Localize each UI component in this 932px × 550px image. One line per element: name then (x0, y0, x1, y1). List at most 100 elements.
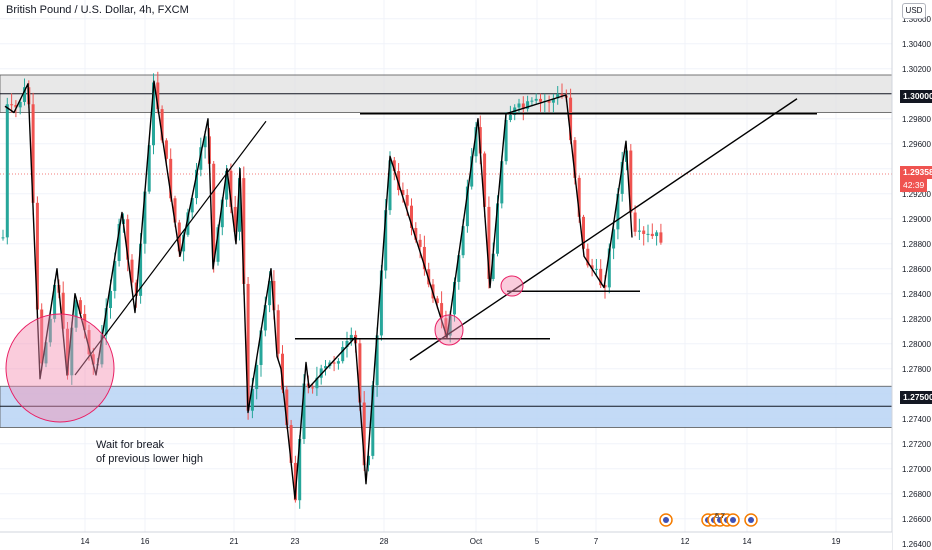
candle-body (195, 169, 198, 199)
candle-body (212, 163, 216, 262)
annotation-line-2: of previous lower high (96, 453, 204, 465)
price-tick-label: 1.30400 (902, 40, 931, 49)
candle-body (315, 377, 319, 389)
highlight-circle (434, 314, 464, 346)
candle-body (629, 150, 633, 213)
candle-body (70, 327, 74, 376)
candle-body (259, 330, 263, 365)
trendline (409, 98, 798, 361)
price-tick-label: 1.29600 (902, 140, 931, 149)
candle-body (642, 230, 646, 234)
candle-body (311, 387, 315, 389)
time-tick-label: 14 (81, 537, 90, 546)
candle-body (496, 203, 499, 254)
candle-body (169, 158, 173, 199)
zigzag-line (4, 80, 633, 500)
candle-body (139, 243, 143, 296)
candle-body (164, 140, 168, 159)
candle-body (233, 206, 237, 232)
candle-body (289, 425, 293, 463)
candle-body (83, 313, 87, 331)
candle-body (504, 120, 508, 162)
candle-body (427, 269, 431, 285)
candle-body (491, 253, 495, 279)
candle-body (48, 318, 52, 343)
candle-body (14, 104, 18, 108)
candle-body (487, 206, 491, 279)
candle-body (440, 303, 444, 319)
candle-body (186, 212, 190, 235)
price-tick-label: 1.27800 (902, 365, 931, 374)
candle-body (173, 198, 177, 223)
candle-body (362, 402, 366, 466)
candle-body (281, 353, 284, 390)
price-tick-label: 1.30600 (902, 15, 931, 24)
flag-icon (748, 517, 754, 523)
candle-body (190, 198, 194, 213)
candle-body (1, 237, 5, 239)
candle-body (229, 170, 233, 207)
time-axis-bg (0, 532, 892, 550)
price-zones (0, 74, 893, 428)
candle-body (560, 94, 564, 96)
candle-body (31, 104, 35, 203)
candle-body (319, 368, 323, 378)
time-tick-label: 5 (535, 537, 540, 546)
candle-body (78, 300, 82, 314)
candle-body (474, 127, 478, 157)
candle-body (534, 98, 538, 101)
currency-button[interactable]: USD (902, 3, 926, 19)
price-tick-label: 1.27000 (902, 465, 931, 474)
candle-body (530, 100, 534, 102)
candle-body (556, 94, 560, 99)
candle-body (521, 103, 525, 109)
candle-body (61, 292, 65, 329)
candle-body (620, 161, 624, 194)
candle-body (349, 334, 353, 341)
time-tick-label: Oct (470, 537, 483, 546)
candle-body (637, 230, 641, 232)
drawings (4, 80, 817, 500)
candle-body (358, 343, 362, 403)
event-count-label: 5 7 (715, 513, 725, 520)
candle-body (582, 216, 585, 249)
candle-body (646, 233, 650, 235)
time-tick-label: 16 (141, 537, 150, 546)
candle-body (276, 310, 280, 354)
price-tick-label: 1.28400 (902, 290, 931, 299)
candle-body (242, 178, 246, 284)
candle-body (44, 342, 48, 364)
candle-body (35, 202, 39, 310)
candle-body (104, 308, 108, 335)
candle-body (392, 160, 396, 172)
candle-body (607, 248, 611, 288)
candle-body (603, 285, 607, 288)
candle-body (53, 284, 57, 319)
candle-body (616, 193, 620, 230)
candle-body (203, 136, 207, 148)
candle-body (345, 340, 349, 347)
candle-body (220, 199, 224, 228)
time-tick-label: 21 (230, 537, 239, 546)
current-price-tag: 1.29358 (900, 166, 932, 179)
time-tick-label: 23 (291, 537, 300, 546)
support-price-tag: 1.27500 (900, 391, 932, 404)
candle-body (336, 361, 340, 364)
highlight-circle (5, 313, 115, 423)
flag-icon (730, 517, 736, 523)
candle-body (182, 234, 186, 252)
candle-body (367, 455, 370, 466)
candle-body (401, 190, 405, 195)
candle-body (285, 389, 289, 426)
candle-body (216, 227, 220, 262)
candle-body (650, 233, 654, 237)
candle-body (444, 318, 448, 336)
candle-body (577, 177, 581, 217)
candle-body (293, 462, 297, 501)
candle-body (590, 265, 594, 269)
candle-body (453, 281, 456, 315)
price-tick-label: 1.26400 (902, 540, 931, 549)
candle-body (109, 290, 112, 309)
candle-body (113, 260, 117, 291)
